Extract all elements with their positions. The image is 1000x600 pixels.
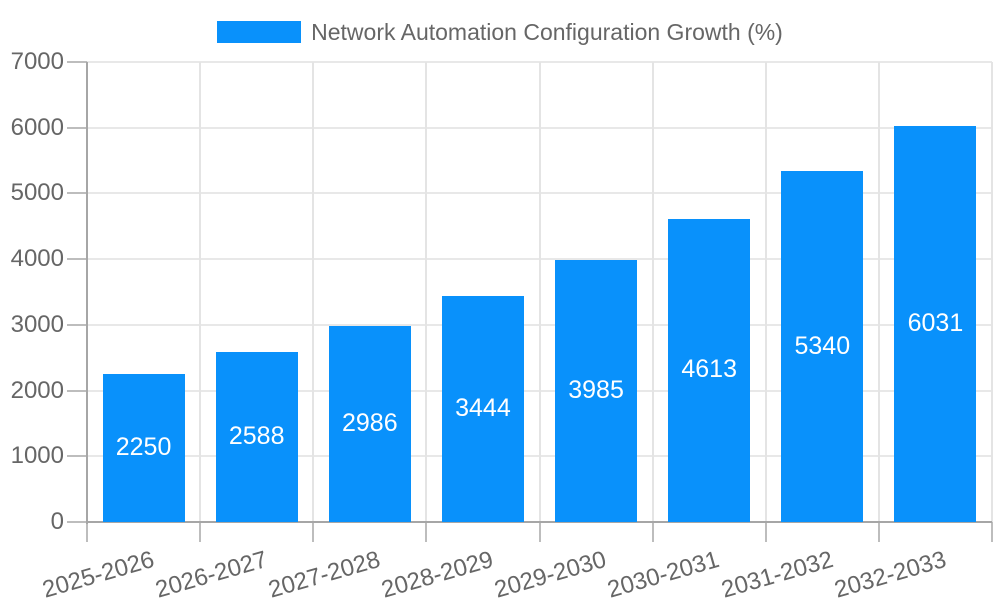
gridline-vertical: [312, 62, 315, 522]
gridline-vertical: [199, 62, 202, 522]
y-axis-tick-label: 6000: [10, 113, 64, 141]
bar-value-label: 2250: [115, 433, 172, 462]
x-axis-tick-mark: [538, 522, 541, 542]
x-axis-tick-label: 2027-2028: [265, 546, 384, 600]
x-axis-tick-mark: [312, 522, 315, 542]
x-axis-tick-label: 2028-2029: [378, 546, 497, 600]
y-axis-tick-mark: [67, 323, 87, 326]
y-axis-tick-mark: [67, 126, 87, 129]
bar[interactable]: [328, 325, 411, 522]
y-axis-tick-mark: [67, 455, 87, 458]
legend-label: Network Automation Configuration Growth …: [311, 18, 783, 45]
x-axis-tick-label: 2029-2030: [491, 546, 610, 600]
legend[interactable]: Network Automation Configuration Growth …: [0, 17, 1000, 47]
y-axis-tick-label: 2000: [10, 376, 64, 404]
gridline-vertical: [538, 62, 541, 522]
x-axis-tick-mark: [877, 522, 880, 542]
y-axis-line: [86, 62, 88, 524]
x-axis-tick-mark: [651, 522, 654, 542]
x-axis-tick-mark: [86, 522, 88, 542]
bar-value-label: 2588: [228, 421, 285, 450]
y-axis-tick-label: 5000: [10, 179, 64, 207]
y-axis-tick-label: 7000: [10, 48, 64, 75]
y-axis-tick-mark: [67, 521, 87, 523]
bar-value-label: 3985: [568, 376, 624, 405]
gridline-vertical: [877, 62, 880, 522]
bar[interactable]: [215, 351, 298, 522]
y-axis-tick-label: 0: [50, 508, 64, 535]
x-axis-tick-label: 2025-2026: [39, 546, 158, 600]
x-axis-tick-mark: [199, 522, 202, 542]
x-axis-tick-label: 2030-2031: [604, 546, 723, 600]
y-axis-tick-mark: [67, 192, 87, 195]
x-axis-tick-label: 2026-2027: [152, 546, 271, 600]
bar-value-label: 4613: [681, 355, 737, 384]
x-axis-tick-mark: [764, 522, 767, 542]
bar[interactable]: [555, 260, 638, 522]
bar[interactable]: [441, 295, 524, 522]
x-axis-tick-label: 2032-2033: [831, 546, 949, 600]
bar[interactable]: [894, 125, 977, 522]
gridline-vertical: [991, 62, 993, 522]
gridline-vertical: [651, 62, 654, 522]
bar-value-label: 2986: [342, 408, 398, 437]
gridline-vertical: [425, 62, 428, 522]
bar[interactable]: [102, 374, 185, 522]
y-axis-tick-mark: [67, 61, 87, 63]
bar-value-label: 6031: [907, 308, 964, 337]
x-axis-line: [87, 521, 992, 523]
gridline-vertical: [764, 62, 767, 522]
y-axis-tick-label: 4000: [10, 245, 64, 273]
y-axis-tick-mark: [67, 389, 87, 392]
y-axis-tick-label: 1000: [10, 442, 64, 470]
bar[interactable]: [781, 171, 864, 522]
bar[interactable]: [668, 218, 751, 522]
bar-value-label: 3444: [455, 393, 511, 422]
legend-swatch-icon: [217, 21, 302, 43]
x-axis-tick-label: 2031-2032: [717, 546, 836, 600]
x-axis-tick-mark: [425, 522, 428, 542]
y-axis-tick-mark: [67, 258, 87, 261]
x-axis-tick-mark: [991, 522, 993, 542]
bar-value-label: 5340: [794, 331, 851, 360]
y-axis-tick-label: 3000: [10, 310, 64, 338]
